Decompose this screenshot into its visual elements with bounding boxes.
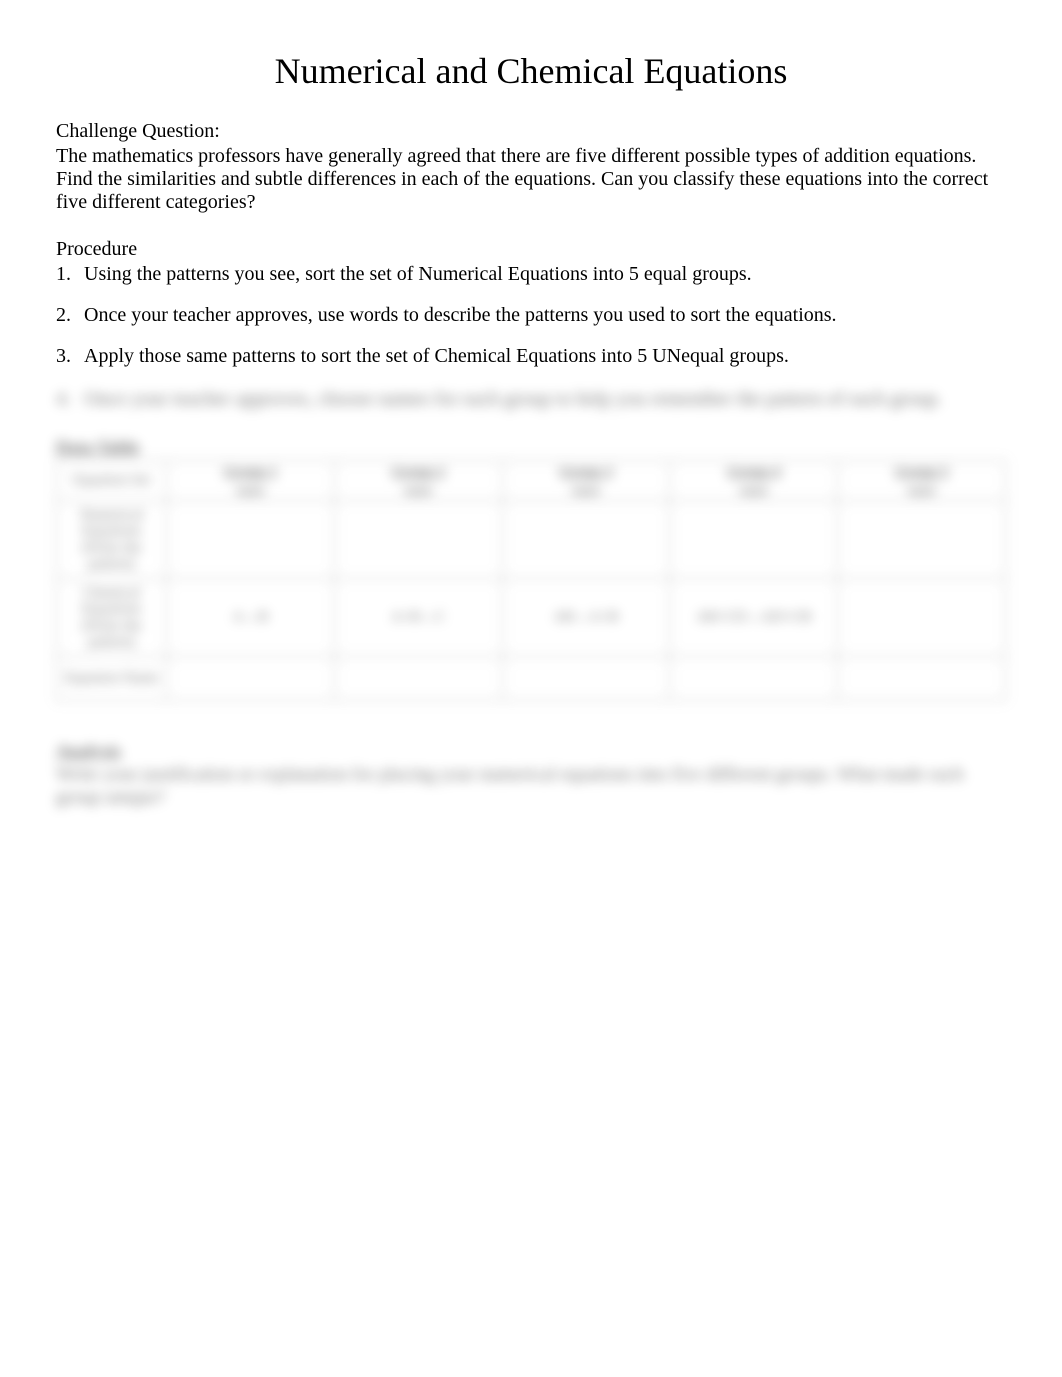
challenge-label: Challenge Question: [56,120,1006,143]
procedure-item-3: 3. Apply those same patterns to sort the… [56,345,1006,368]
analysis-label: Analysis [56,741,1006,762]
table-header-cell: Group 1 name [167,461,335,501]
challenge-section: Challenge Question: The mathematics prof… [56,120,1006,214]
table-row: Chemical Equations (Write the pattern) A… [57,579,1006,657]
procedure-item-2: 2. Once your teacher approves, use words… [56,304,1006,327]
procedure-item-number: 2. [56,304,84,327]
group-header: Group 1 [224,464,278,480]
data-table: Equation Set Group 1 name Group 2 name G… [56,460,1006,701]
group-sub: name [339,481,498,497]
table-row: Numerical Equations (Write the pattern) [57,501,1006,579]
challenge-text: The mathematics professors have generall… [56,145,1006,214]
table-cell [334,657,502,701]
page-title: Numerical and Chemical Equations [56,50,1006,92]
group-header: Group 4 [727,464,781,480]
table-cell [502,501,670,579]
group-header: Group 2 [391,464,445,480]
table-cell [167,501,335,579]
table-header-cell: Group 4 name [670,461,838,501]
table-cell: AB+CD→AD+CB [670,579,838,657]
procedure-item-number: 4. [56,388,84,411]
procedure-label: Procedure [56,238,1006,261]
procedure-item-number: 3. [56,345,84,368]
group-sub: name [507,481,666,497]
table-header-row: Equation Set Group 1 name Group 2 name G… [57,461,1006,501]
table-header-cell: Group 5 name [838,461,1006,501]
table-cell: A→B [167,579,335,657]
table-cell: A+B→C [334,579,502,657]
group-sub: name [171,481,330,497]
procedure-item-text: Using the patterns you see, sort the set… [84,263,1006,286]
row-header: Numerical Equations (Write the pattern) [57,501,167,579]
procedure-section: Procedure 1. Using the patterns you see,… [56,238,1006,368]
table-cell [670,501,838,579]
table-header-cell: Group 3 name [502,461,670,501]
procedure-item-1: 1. Using the patterns you see, sort the … [56,263,1006,286]
table-cell [167,657,335,701]
analysis-text: Write your justification or explanation … [56,764,1006,810]
procedure-item-text: Apply those same patterns to sort the se… [84,345,1006,368]
table-cell [670,657,838,701]
group-sub: name [674,481,833,497]
table-cell [838,657,1006,701]
data-table-label: Data Table [56,437,1006,458]
procedure-item-text: Once your teacher approves, choose names… [84,388,1006,411]
procedure-item-text: Once your teacher approves, use words to… [84,304,1006,327]
group-header: Group 3 [559,464,613,480]
procedure-item-4: 4. Once your teacher approves, choose na… [56,388,1006,411]
row-header: Equation Name [57,657,167,701]
group-header: Group 5 [895,464,949,480]
analysis-section: Analysis Write your justification or exp… [56,741,1006,810]
blurred-content-region: 4. Once your teacher approves, choose na… [56,388,1006,810]
table-header-rowhead: Equation Set [57,461,167,501]
table-header-cell: Group 2 name [334,461,502,501]
table-row: Equation Name [57,657,1006,701]
procedure-list: 1. Using the patterns you see, sort the … [56,263,1006,368]
table-cell [502,657,670,701]
table-cell: AB→A+B [502,579,670,657]
row-header: Chemical Equations (Write the pattern) [57,579,167,657]
table-cell [334,501,502,579]
group-sub: name [842,481,1001,497]
table-cell [838,579,1006,657]
table-cell [838,501,1006,579]
procedure-item-number: 1. [56,263,84,286]
